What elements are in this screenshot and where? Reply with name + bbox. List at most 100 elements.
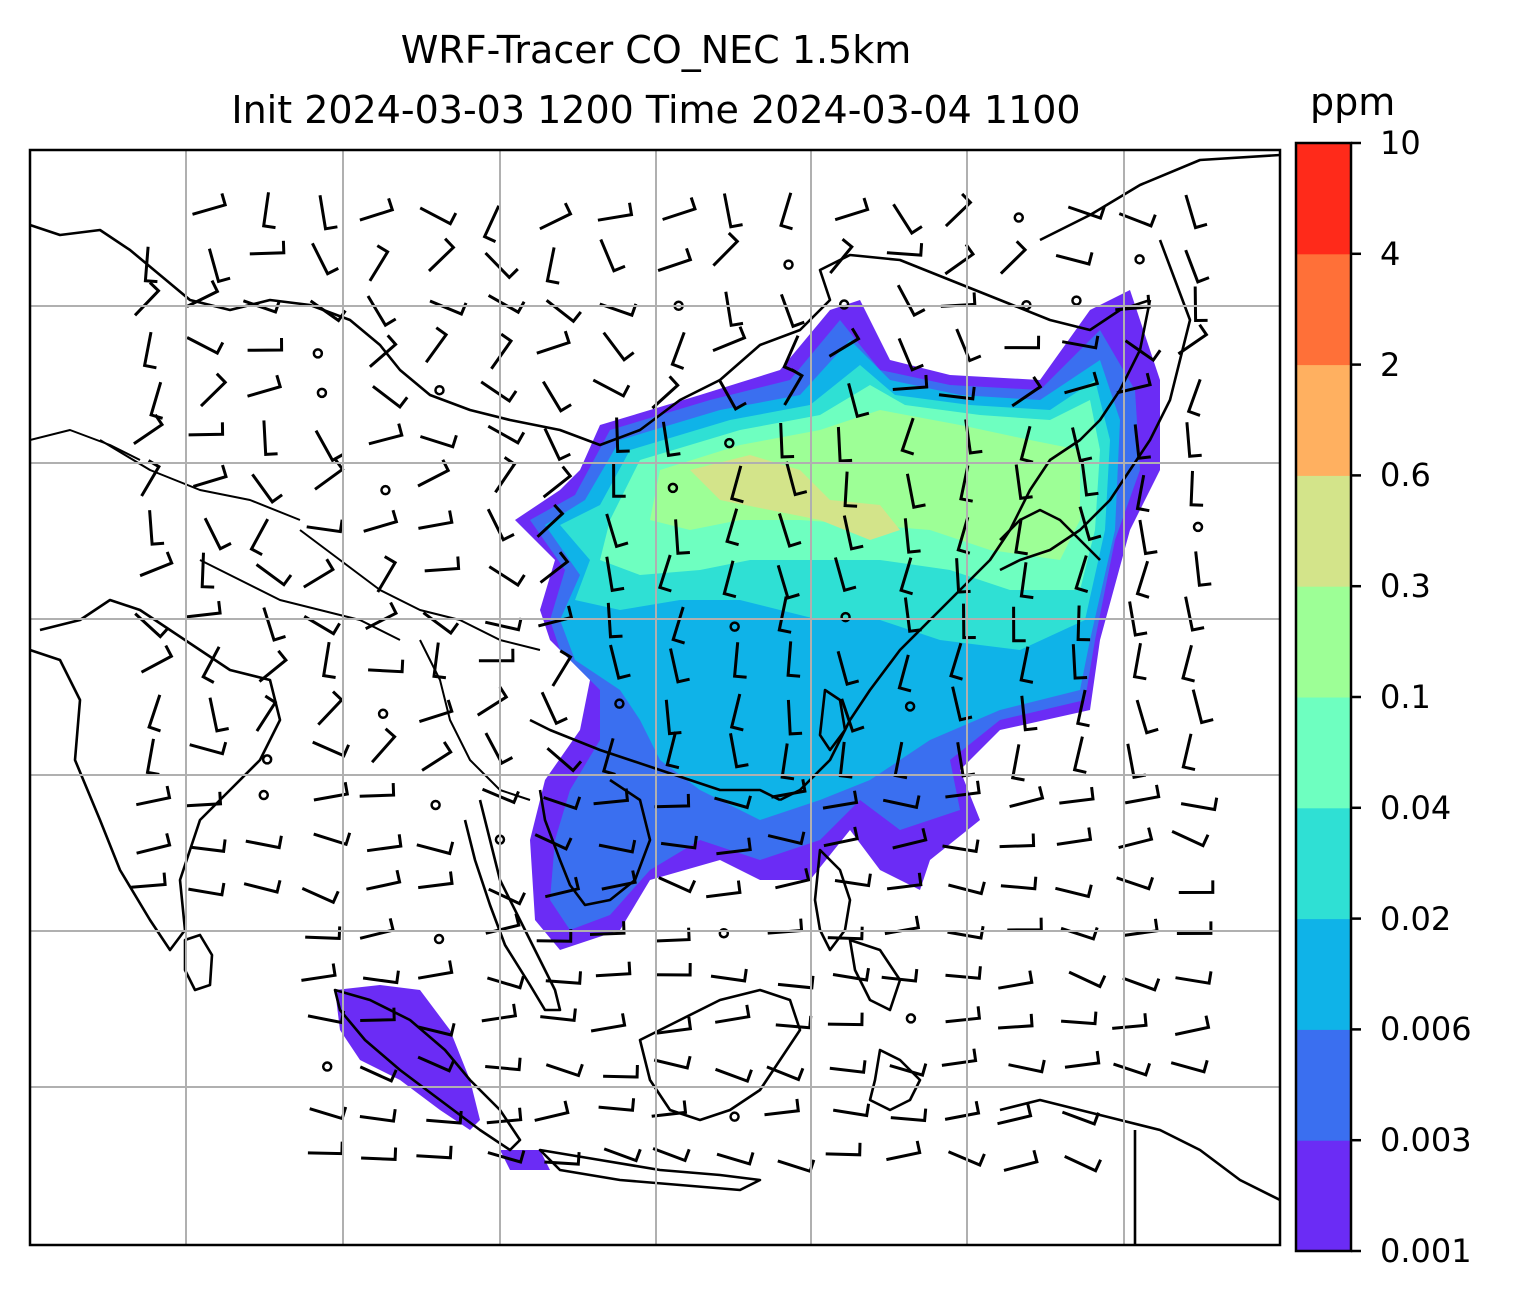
wind-barb: [1014, 518, 1028, 556]
wind-barb: [779, 422, 795, 459]
wind-barb: [1180, 797, 1219, 812]
wind-barb: [361, 1147, 398, 1161]
wind-barb: [767, 831, 806, 846]
wind-barb: [545, 247, 560, 285]
wind-barb: [478, 648, 515, 663]
wind-barb: [314, 429, 344, 463]
wind-barb: [1184, 596, 1205, 632]
wind-barb: [592, 378, 631, 398]
wind-barb: [1019, 646, 1034, 684]
wind-barb: [598, 1098, 636, 1112]
wind-barb: [593, 788, 630, 806]
wind-barb: [944, 1100, 981, 1121]
wind-barb: [1067, 205, 1106, 221]
wind-barb: [714, 1067, 753, 1084]
wind-barb: [186, 600, 222, 619]
wind-barb: [418, 871, 454, 890]
wind-barb: [313, 832, 352, 847]
wind-barb: [609, 644, 631, 680]
colorbar-segment: [1296, 807, 1351, 920]
wind-barb: [133, 281, 161, 317]
wind-barb: [589, 921, 626, 936]
wind-barb: [131, 872, 167, 889]
wind-barb: [133, 413, 165, 445]
calm-wind-marker: [718, 927, 730, 939]
wind-barb: [603, 1147, 642, 1163]
wind-barb: [997, 1103, 1033, 1126]
wind-barb: [366, 834, 403, 853]
wind-barb: [712, 231, 740, 267]
wind-barb: [1000, 876, 1038, 891]
wind-barb: [1010, 744, 1025, 782]
wind-barb: [432, 642, 447, 680]
wind-barb: [1135, 699, 1159, 735]
wind-barb: [303, 558, 335, 589]
wind-barb: [476, 686, 509, 717]
wind-barb: [424, 326, 449, 364]
wind-barb: [1138, 519, 1158, 556]
wind-barb: [658, 554, 672, 593]
wind-barb: [242, 299, 281, 314]
wind-barb: [892, 827, 928, 850]
wind-barb: [368, 244, 390, 282]
wind-barb: [615, 417, 630, 453]
calm-wind-marker: [312, 348, 324, 359]
wind-barb: [207, 248, 231, 284]
wind-barb: [1176, 921, 1213, 935]
wind-barb: [1061, 335, 1100, 350]
colorbar-segment: [1296, 364, 1351, 476]
wind-barb: [417, 1022, 456, 1037]
wind-barb: [777, 513, 802, 548]
wind-barb: [836, 426, 853, 463]
wind-barb: [313, 781, 350, 802]
wind-barb: [998, 1013, 1034, 1030]
wind-barb: [1019, 562, 1034, 600]
wind-barb: [145, 738, 160, 776]
wind-barb: [825, 1142, 862, 1157]
wind-barb: [318, 194, 338, 231]
wind-barb: [1009, 786, 1045, 809]
wind-barb: [656, 1016, 693, 1035]
colorbar-tick-label: 0.001: [1380, 1232, 1472, 1270]
wind-barb: [536, 929, 573, 943]
wind-barb: [601, 737, 616, 776]
wind-barb: [494, 456, 517, 494]
wind-barb: [1181, 644, 1195, 683]
wind-barb: [485, 1057, 522, 1072]
colorbar-frame: [1294, 141, 1353, 1253]
calm-wind-marker: [614, 698, 625, 709]
colorbar-segment: [1296, 143, 1351, 255]
wind-barb: [545, 1063, 584, 1078]
wind-barb: [540, 691, 568, 726]
wind-barb: [317, 690, 344, 726]
wind-barbs: [131, 192, 1219, 1174]
wind-barb: [544, 876, 581, 899]
wind-barb: [714, 1004, 751, 1024]
wind-barb: [712, 326, 747, 352]
gridlines: [30, 150, 1280, 1245]
calm-wind-marker: [377, 708, 389, 720]
wind-barb: [1014, 464, 1033, 500]
wind-barb: [542, 380, 572, 413]
wind-barb: [598, 839, 637, 854]
wind-barb: [1184, 194, 1208, 230]
wind-barb: [362, 970, 400, 985]
wind-barb: [599, 302, 638, 318]
colorbar-tick-label: 10: [1380, 124, 1421, 162]
wind-barb: [903, 597, 922, 633]
wind-barb: [892, 203, 923, 236]
wind-barb: [780, 743, 795, 781]
wind-barb: [189, 839, 227, 853]
wind-barb: [729, 733, 749, 769]
wind-barb: [822, 790, 859, 810]
wind-barb: [486, 975, 525, 990]
wind-barb: [417, 1055, 456, 1073]
wind-barb: [482, 205, 501, 243]
wind-barb: [368, 334, 398, 368]
wind-barb: [900, 417, 915, 456]
wind-barb: [942, 839, 980, 854]
wind-barb: [540, 1008, 577, 1023]
wind-barb: [140, 644, 174, 674]
colorbar-segment: [1296, 1029, 1351, 1141]
wind-barb: [947, 1150, 986, 1167]
